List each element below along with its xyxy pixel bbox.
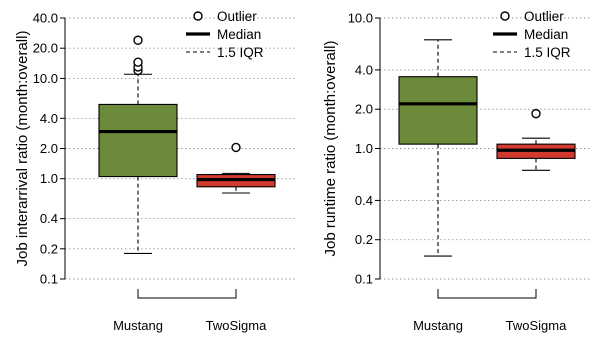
y-tick-label: 0.4 — [40, 211, 58, 226]
outlier-point — [133, 35, 143, 45]
y-tick-label: 10.0 — [348, 11, 373, 26]
y-tick-label: 4.0 — [355, 62, 373, 77]
y-axis-label: Job interarrival ratio (month:overall) — [14, 31, 31, 267]
legend: Outlier Median 1.5 IQR — [186, 9, 264, 60]
box-twosigma — [196, 142, 276, 194]
y-tick-label: 10.0 — [33, 71, 58, 86]
legend-label: 1.5 IQR — [524, 45, 571, 60]
iqr-box — [398, 76, 478, 145]
box-mustang — [98, 35, 178, 254]
y-tick-label: 2.0 — [355, 102, 373, 117]
x-category-label: TwoSigma — [506, 318, 567, 333]
x-axis-bracket — [137, 289, 237, 299]
legend-label: 1.5 IQR — [217, 45, 264, 60]
y-tick-label: 0.1 — [40, 272, 58, 287]
legend-label: Outlier — [217, 9, 257, 24]
box-mustang — [398, 39, 478, 257]
y-tick-label: 40.0 — [33, 11, 58, 26]
panel-2: 0.1 0.2 0.4 1.0 2.0 4.0 10.0 Job runtime ratio … — [322, 9, 590, 333]
x-category-label: Mustang — [413, 318, 463, 333]
x-category-label: TwoSigma — [206, 318, 267, 333]
legend-outlier-symbol — [193, 11, 203, 21]
legend: Outlier Median 1.5 IQR — [493, 9, 571, 60]
legend-label: Outlier — [524, 9, 564, 24]
y-tick-label: 0.2 — [355, 232, 373, 247]
x-axis-bracket — [437, 289, 537, 299]
y-tick-label: 0.2 — [40, 241, 58, 256]
y-tick-label: 2.0 — [40, 141, 58, 156]
legend-label: Median — [217, 27, 261, 42]
x-category-label: Mustang — [113, 318, 163, 333]
y-tick-label: 1.0 — [40, 171, 58, 186]
outlier-point — [231, 142, 241, 153]
iqr-box — [98, 103, 178, 178]
outlier-point — [531, 108, 541, 119]
y-tick-label: 0.1 — [355, 272, 373, 287]
y-tick-label: 0.4 — [355, 193, 373, 208]
legend-label: Median — [524, 27, 568, 42]
y-axis-label: Job runtime ratio (month:overall) — [322, 41, 339, 257]
y-tick-label: 20.0 — [33, 41, 58, 56]
y-tick-label: 4.0 — [40, 111, 58, 126]
legend-outlier-symbol — [500, 11, 510, 21]
y-tick-label: 1.0 — [355, 141, 373, 156]
outlier-point — [133, 57, 143, 67]
box-twosigma — [496, 108, 576, 171]
